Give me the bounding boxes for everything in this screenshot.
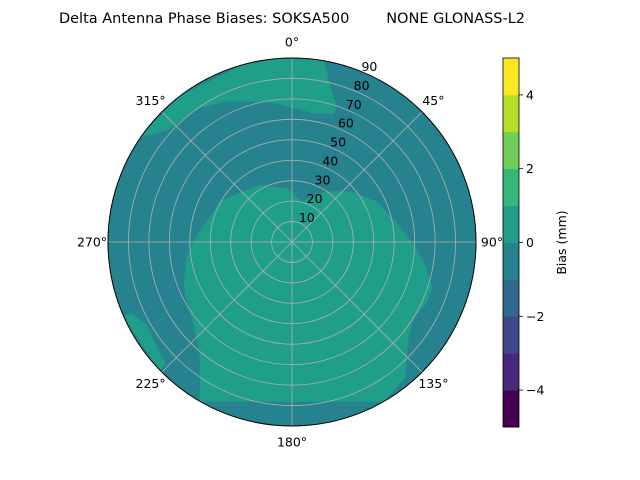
r-tick-label-10: 10	[299, 210, 315, 225]
r-tick-label-30: 30	[315, 172, 331, 187]
polar-tick-labels: 0° 45° 90° 135° 180° 225° 270° 315° 10 20 30 40 50 60…	[77, 35, 503, 450]
colorbar-segment-0	[503, 205, 519, 243]
r-tick-label-80: 80	[354, 78, 370, 93]
colorbar-tick-label-4: 4	[526, 87, 534, 102]
r-tick-label-90: 90	[361, 59, 377, 74]
r-tick-label-50: 50	[330, 135, 346, 150]
theta-tick-label-45: 45°	[422, 93, 444, 108]
colorbar-segment-3	[503, 94, 519, 133]
r-tick-label-40: 40	[322, 153, 338, 168]
r-tick-label-20: 20	[307, 191, 323, 206]
angular-gridline-315	[161, 111, 293, 243]
theta-tick-label-225: 225°	[136, 376, 166, 391]
theta-tick-label-180: 180°	[277, 435, 307, 450]
colorbar-segment--4	[503, 353, 519, 391]
theta-tick-label-0: 0°	[285, 35, 299, 50]
colorbar-segment--3	[503, 316, 519, 354]
colorbar-segment--5	[503, 390, 519, 428]
colorbar-segment-4	[503, 58, 519, 96]
colorbar-tick-label-2: 2	[526, 161, 534, 176]
colorbar-segment--2	[503, 279, 519, 317]
chart-title: Delta Antenna Phase Biases: SOKSA500 NON…	[59, 11, 525, 27]
angular-gridline-135	[291, 241, 423, 373]
theta-tick-label-135: 135°	[418, 376, 448, 391]
angular-gridline-45	[291, 111, 423, 243]
theta-tick-label-270: 270°	[77, 235, 107, 250]
colorbar-tick-label-0: 0	[526, 235, 534, 250]
colorbar-tick-label--4: −4	[526, 383, 544, 398]
theta-tick-label-90: 90°	[481, 235, 503, 250]
colorbar-tick-label--2: −2	[526, 309, 544, 324]
angular-gridline-225	[161, 241, 293, 373]
r-tick-label-70: 70	[346, 97, 362, 112]
colorbar-segment-1	[503, 168, 519, 206]
colorbar-segment-2	[503, 131, 519, 170]
colorbar: −4 −2 0 2 4 Bias (mm)	[502, 57, 569, 428]
colorbar-label: Bias (mm)	[554, 210, 569, 274]
polar-frame	[107, 57, 477, 427]
r-tick-label-60: 60	[338, 116, 354, 131]
theta-tick-label-315: 315°	[136, 93, 166, 108]
bias-region-north-positive-lobe	[140, 58, 337, 137]
polar-grid	[107, 57, 477, 427]
colorbar-segment--1	[503, 242, 519, 280]
